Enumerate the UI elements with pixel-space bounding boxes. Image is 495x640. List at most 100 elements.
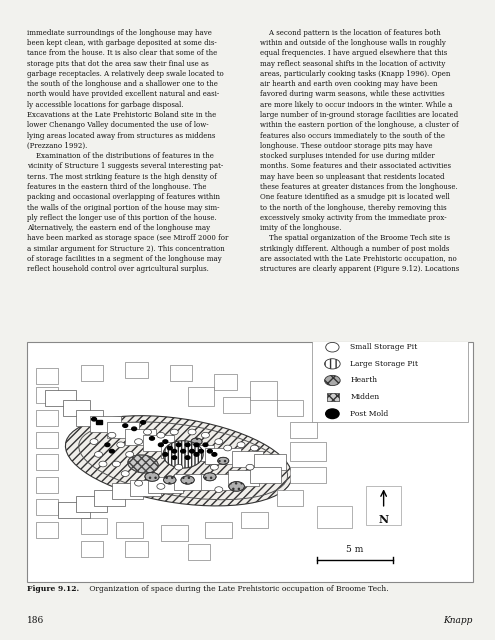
Circle shape <box>144 429 151 435</box>
Circle shape <box>105 443 110 447</box>
Circle shape <box>176 443 181 447</box>
Ellipse shape <box>163 441 203 468</box>
Bar <box>130 480 161 496</box>
Bar <box>188 387 214 406</box>
Ellipse shape <box>128 455 158 473</box>
Circle shape <box>135 439 143 444</box>
Circle shape <box>210 465 218 470</box>
Circle shape <box>167 446 172 450</box>
Bar <box>58 502 90 518</box>
Bar <box>116 522 143 538</box>
Circle shape <box>215 487 223 493</box>
Ellipse shape <box>203 473 216 481</box>
Ellipse shape <box>181 476 194 484</box>
Bar <box>250 467 281 483</box>
Bar <box>36 477 58 493</box>
Ellipse shape <box>145 472 159 481</box>
Ellipse shape <box>65 416 292 506</box>
Circle shape <box>135 480 143 486</box>
Bar <box>36 499 58 515</box>
Circle shape <box>112 461 120 467</box>
Bar <box>161 442 192 458</box>
Circle shape <box>157 433 165 438</box>
Bar <box>223 397 250 413</box>
Circle shape <box>95 452 102 457</box>
Circle shape <box>149 436 154 440</box>
Circle shape <box>108 433 116 438</box>
Circle shape <box>109 449 114 453</box>
Text: Post Mold: Post Mold <box>350 410 389 418</box>
Circle shape <box>224 445 232 451</box>
Bar <box>36 432 58 448</box>
Circle shape <box>132 427 137 431</box>
Circle shape <box>141 420 146 424</box>
Ellipse shape <box>229 482 245 492</box>
Bar <box>36 387 58 403</box>
Text: immediate surroundings of the longhouse may have
been kept clean, with garbage d: immediate surroundings of the longhouse … <box>27 29 229 273</box>
Ellipse shape <box>218 457 229 465</box>
Bar <box>81 518 107 534</box>
Text: Knapp: Knapp <box>444 616 473 625</box>
Bar <box>174 474 210 490</box>
Bar <box>201 474 237 490</box>
Circle shape <box>190 449 195 453</box>
Circle shape <box>215 439 223 444</box>
Bar <box>290 467 326 483</box>
Bar <box>312 333 468 422</box>
Text: Organization of space during the Late Prehistoric occupation of Broome Tech.: Organization of space during the Late Pr… <box>88 586 389 593</box>
Bar <box>81 365 103 381</box>
Circle shape <box>123 424 128 428</box>
Bar <box>250 381 277 400</box>
Circle shape <box>90 439 98 444</box>
Circle shape <box>157 484 165 490</box>
Bar <box>366 486 401 525</box>
Circle shape <box>188 429 196 435</box>
Bar <box>179 445 214 461</box>
Circle shape <box>194 452 199 456</box>
Circle shape <box>172 456 177 460</box>
Circle shape <box>203 443 208 447</box>
Bar <box>232 451 263 467</box>
Bar <box>143 435 174 451</box>
Bar <box>36 368 58 384</box>
Circle shape <box>163 440 168 444</box>
Circle shape <box>246 465 254 470</box>
Bar <box>317 506 352 528</box>
Bar <box>76 410 103 426</box>
Bar <box>76 496 107 512</box>
Text: 186: 186 <box>27 616 45 625</box>
Bar <box>96 420 101 424</box>
Circle shape <box>185 456 190 460</box>
Text: Hearth: Hearth <box>350 376 377 385</box>
Bar <box>277 490 303 506</box>
Ellipse shape <box>163 476 176 484</box>
Circle shape <box>126 452 134 457</box>
Bar <box>277 400 303 416</box>
Text: Large Storage Pit: Large Storage Pit <box>350 360 418 368</box>
Circle shape <box>198 449 203 453</box>
Bar <box>290 442 326 461</box>
Bar <box>81 541 103 557</box>
Circle shape <box>99 461 107 467</box>
Circle shape <box>201 433 209 438</box>
Circle shape <box>163 452 168 456</box>
Text: A second pattern is the location of features both
within and outside of the long: A second pattern is the location of feat… <box>260 29 459 273</box>
Circle shape <box>207 449 212 453</box>
Bar <box>161 525 188 541</box>
Text: Small Storage Pit: Small Storage Pit <box>350 343 417 351</box>
Text: N: N <box>379 513 389 525</box>
Bar <box>125 362 148 378</box>
Circle shape <box>172 449 177 453</box>
Circle shape <box>121 471 129 476</box>
Bar <box>45 390 76 406</box>
Bar <box>125 541 148 557</box>
Circle shape <box>170 429 178 435</box>
Ellipse shape <box>191 438 202 445</box>
Circle shape <box>194 443 199 447</box>
Circle shape <box>326 409 339 419</box>
Bar <box>327 393 339 401</box>
Bar <box>214 374 237 390</box>
Text: Midden: Midden <box>350 393 380 401</box>
Ellipse shape <box>325 358 340 369</box>
Bar <box>36 410 58 426</box>
